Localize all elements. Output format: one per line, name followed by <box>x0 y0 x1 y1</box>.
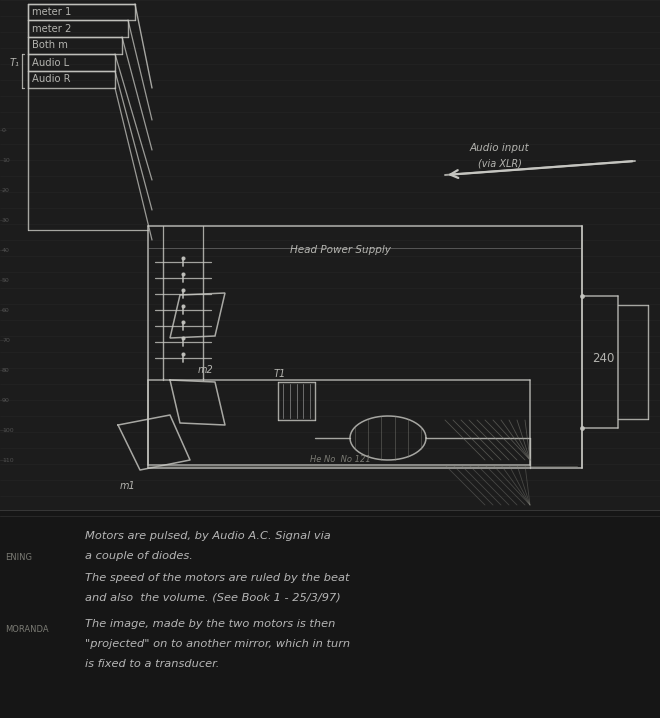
Text: 80: 80 <box>2 368 10 373</box>
Text: ENING: ENING <box>5 554 32 562</box>
Text: Motors are pulsed, by Audio A.C. Signal via: Motors are pulsed, by Audio A.C. Signal … <box>85 531 331 541</box>
Text: 60: 60 <box>2 307 10 312</box>
Text: a couple of diodes.: a couple of diodes. <box>85 551 193 561</box>
Text: 70: 70 <box>2 337 10 342</box>
Text: MORANDA: MORANDA <box>5 625 49 635</box>
Text: 30: 30 <box>2 218 10 223</box>
Text: 90: 90 <box>2 398 10 403</box>
Text: is fixed to a transducer.: is fixed to a transducer. <box>85 659 219 669</box>
Text: 40: 40 <box>2 248 10 253</box>
Text: 20: 20 <box>2 187 10 192</box>
Text: The image, made by the two motors is then: The image, made by the two motors is the… <box>85 619 335 629</box>
Text: T1: T1 <box>274 369 286 379</box>
Text: Head Power Supply: Head Power Supply <box>290 245 391 255</box>
Text: Both m: Both m <box>32 40 68 50</box>
Text: m2: m2 <box>198 365 214 375</box>
Bar <box>0 510 660 718</box>
Text: Audio L: Audio L <box>32 57 69 67</box>
Text: meter 2: meter 2 <box>32 24 71 34</box>
Text: Audio input: Audio input <box>470 143 530 153</box>
Text: and also  the volume. (See Book 1 - 25/3/97): and also the volume. (See Book 1 - 25/3/… <box>85 593 341 603</box>
Text: "projected" on to another mirror, which in turn: "projected" on to another mirror, which … <box>85 639 350 649</box>
Text: Audio R: Audio R <box>32 75 71 85</box>
Text: The speed of the motors are ruled by the beat: The speed of the motors are ruled by the… <box>85 573 350 583</box>
Text: 50: 50 <box>2 277 10 282</box>
Text: (via XLR): (via XLR) <box>478 158 522 168</box>
Text: 110: 110 <box>2 457 14 462</box>
Text: m1: m1 <box>120 481 136 491</box>
Text: 10: 10 <box>2 157 10 162</box>
Text: T₁: T₁ <box>10 58 20 68</box>
Text: 240: 240 <box>592 352 614 365</box>
Text: He No  No 121: He No No 121 <box>310 455 371 465</box>
Text: 100: 100 <box>2 427 14 432</box>
Text: meter 1: meter 1 <box>32 7 71 17</box>
Text: 0: 0 <box>2 128 6 133</box>
